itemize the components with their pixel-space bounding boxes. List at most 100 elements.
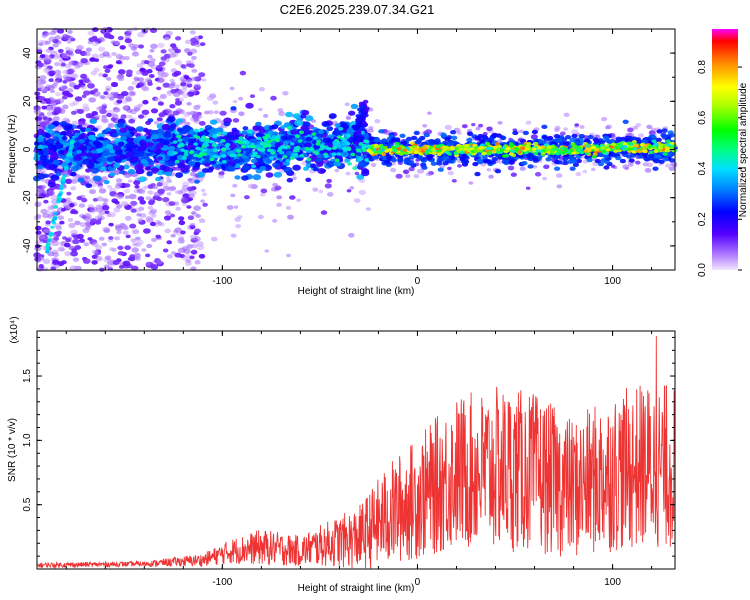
- spectrogram-point: [178, 216, 185, 221]
- spectrogram-point: [156, 260, 163, 265]
- spectrogram-point: [413, 147, 419, 151]
- spectrogram-point: [99, 216, 105, 220]
- spectrogram-point: [177, 109, 185, 115]
- spectrogram-point: [221, 131, 227, 135]
- spectrogram-point: [127, 257, 134, 261]
- spectrogram-point: [457, 164, 462, 168]
- spectrogram-point: [146, 158, 153, 163]
- spectrogram-point: [447, 166, 452, 171]
- spectrogram-point: [193, 161, 201, 167]
- spectrogram-point: [319, 144, 325, 148]
- spectrogram-point: [58, 150, 64, 155]
- spectrogram-point: [166, 116, 176, 123]
- spectrogram-point: [139, 200, 146, 205]
- spectrogram-point: [126, 28, 133, 34]
- spectrogram-point: [63, 76, 72, 82]
- spectrogram-point: [62, 104, 69, 110]
- spectrogram-point: [88, 37, 96, 43]
- spectrogram-point: [157, 42, 165, 49]
- spectrogram-point: [285, 111, 293, 118]
- spectrogram-point: [226, 205, 234, 210]
- spectrogram-point: [41, 100, 47, 105]
- spectrogram-point: [354, 171, 360, 176]
- spectrogram-point: [204, 162, 211, 167]
- spectrogram-point: [168, 161, 176, 167]
- spectrogram-point: [570, 158, 578, 164]
- spectrogram-point: [37, 173, 46, 180]
- spectrogram-point: [603, 135, 610, 140]
- spectrogram-point: [90, 167, 100, 174]
- spectrogram-point: [242, 126, 249, 131]
- spectrogram-point: [48, 70, 56, 76]
- spectrogram-point: [78, 203, 86, 208]
- spectrogram-point: [147, 118, 154, 123]
- spectrogram-point: [245, 140, 251, 145]
- spectrogram-point: [632, 147, 638, 151]
- spectrogram-point: [194, 260, 201, 265]
- spectrogram-point: [615, 155, 622, 161]
- spectrogram-point: [63, 170, 69, 175]
- spectrogram-point: [425, 172, 432, 177]
- spectrogram-point: [59, 131, 67, 137]
- spectrogram-point: [180, 230, 186, 235]
- spectrogram-point: [356, 174, 365, 180]
- spectrogram-point: [220, 150, 227, 155]
- spectrogram-point: [41, 105, 47, 110]
- spectrogram-point: [436, 161, 443, 166]
- spectrogram-point: [82, 103, 89, 109]
- spectrogram-point: [286, 253, 291, 258]
- spectrogram-point: [316, 162, 324, 167]
- spectrogram-point: [202, 142, 208, 147]
- spectrogram-point: [85, 183, 93, 189]
- spectrogram-point: [194, 42, 202, 48]
- spectrogram-point: [128, 118, 136, 124]
- spectrogram-point: [378, 129, 385, 134]
- spectrogram-point: [78, 139, 85, 144]
- spectrogram-point: [242, 164, 251, 171]
- spectrogram-point: [210, 236, 218, 242]
- spectrogram-point: [637, 133, 645, 138]
- spectrogram-point: [38, 42, 44, 47]
- spectrogram-point: [299, 154, 305, 158]
- spectrogram-point: [421, 165, 428, 170]
- spectrogram-point: [145, 261, 151, 266]
- spectrogram-point: [191, 243, 198, 249]
- spectrogram-point: [132, 229, 140, 235]
- spectrogram-point: [155, 220, 161, 224]
- spectrogram-point: [180, 166, 189, 173]
- spectrogram-point: [232, 183, 238, 188]
- spectrogram-point: [139, 67, 146, 72]
- spectrogram-point: [320, 210, 328, 215]
- spectrogram-point: [138, 44, 144, 49]
- spectrogram-point: [94, 215, 101, 220]
- spectrogram-point: [345, 171, 351, 176]
- spectrogram-points: [32, 26, 678, 272]
- spectrogram-point: [61, 95, 68, 100]
- spectrogram-point: [350, 103, 359, 110]
- spectrogram-point: [232, 153, 238, 158]
- spectrogram-point: [150, 264, 159, 270]
- spectrogram-point: [413, 174, 420, 179]
- spectrogram-point: [105, 88, 111, 92]
- spectrogram-point: [117, 76, 125, 82]
- spectrogram-point: [54, 142, 64, 149]
- spectrogram-point: [113, 194, 119, 198]
- spectrogram-point: [47, 148, 54, 153]
- spectrogram-point: [201, 78, 207, 82]
- spectrogram-point: [55, 74, 63, 80]
- spectrogram-point: [166, 179, 173, 183]
- figure-title: C2E6.2025.239.07.34.G21: [280, 2, 435, 17]
- spectrogram-point: [191, 176, 197, 181]
- spectrogram-point: [527, 154, 535, 159]
- spectrogram-point: [74, 96, 83, 102]
- spectrogram-point: [64, 242, 71, 248]
- spectrogram-point: [56, 230, 62, 235]
- spectrogram-point: [195, 214, 201, 218]
- spectrogram-point: [332, 140, 338, 145]
- spectrogram-point: [136, 213, 142, 217]
- spectrogram-point: [88, 134, 96, 141]
- spectrogram-point: [282, 154, 288, 159]
- spectrogram-point: [89, 57, 96, 62]
- spectrogram-point: [57, 48, 64, 54]
- spectrogram-point: [95, 204, 103, 210]
